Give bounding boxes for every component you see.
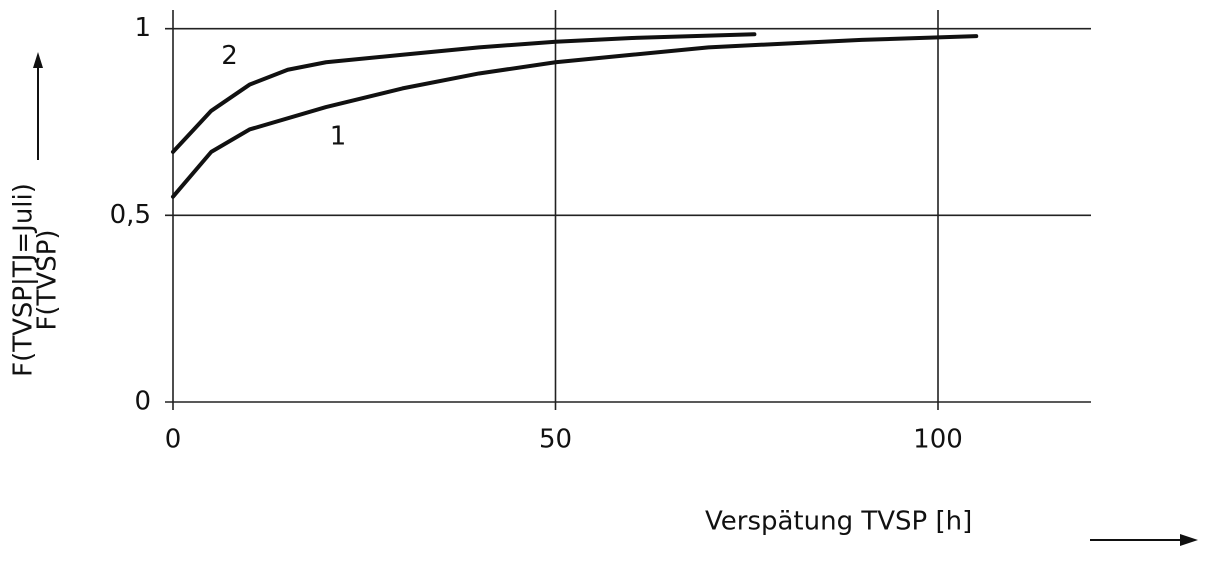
series-label: 1 (330, 122, 347, 152)
x-tick-label: 0 (165, 425, 182, 455)
x-tick-label: 50 (539, 425, 572, 455)
y-label-denominator: F(TVSP) (33, 229, 63, 330)
y-tick-label: 0 (134, 387, 151, 417)
y-tick-label: 0,5 (110, 200, 151, 230)
x-label: Verspätung TVSP [h] (705, 507, 972, 537)
y-tick-label: 1 (134, 13, 151, 43)
y-label: F(TVSP|TJ=Juli) F(TVSP) (9, 183, 63, 377)
y-arrow-head (33, 52, 43, 68)
x-arrow-head (1180, 534, 1198, 546)
series-label: 2 (221, 41, 238, 71)
line-series (171, 34, 979, 199)
line-series (171, 32, 757, 154)
x-tick-label: 100 (913, 425, 963, 455)
y-label-numerator: F(TVSP|TJ=Juli) (9, 183, 39, 377)
